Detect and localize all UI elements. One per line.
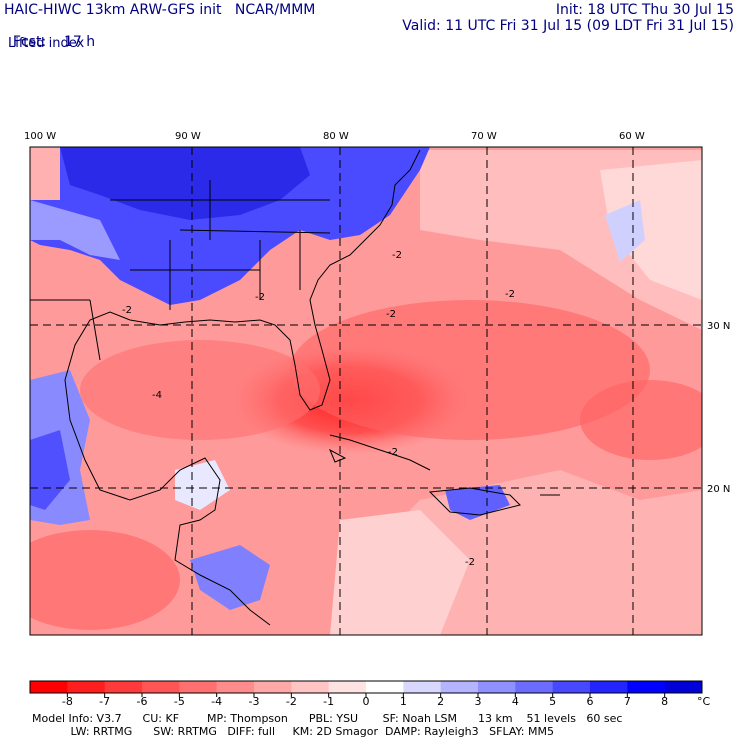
contour-label: -2: [122, 305, 132, 316]
map-frame: [29, 146, 703, 636]
model-info-line2: LW: RRTMG SW: RRTMG DIFF: full KM: 2D Sm…: [32, 725, 554, 738]
contour-label: -2: [388, 447, 398, 458]
colorbar-tick-label: -7: [99, 695, 110, 708]
colorbar-swatch: [403, 681, 442, 693]
contour-label: -2: [505, 289, 515, 300]
colorbar-unit: °C: [697, 695, 711, 708]
colorbar-tick-label: -3: [249, 695, 260, 708]
colorbar-tick-label: -4: [211, 695, 222, 708]
colorbar-tick-label: -6: [137, 695, 148, 708]
forecast-hour: 17 h: [63, 34, 96, 50]
lat-label-30n: 30 N: [707, 321, 730, 332]
forecast-label: Fcst: 17 h: [4, 18, 95, 50]
lat-lon-grid: [30, 147, 702, 635]
init-time: Init: 18 UTC Thu 30 Jul 15: [555, 2, 734, 18]
field-name: Lifted index: [8, 36, 85, 51]
colorbar-swatch: [627, 681, 666, 693]
colorbar-tick-label: 4: [512, 695, 519, 708]
colorbar-swatch: [478, 681, 516, 693]
contour-label: -2: [392, 250, 402, 261]
colorbar-swatch: [552, 681, 591, 693]
colorbar-tick-label: 8: [661, 695, 668, 708]
lat-label-20n: 20 N: [707, 484, 730, 495]
colorbar-swatch: [515, 681, 554, 693]
colorbar-tick-label: 6: [587, 695, 594, 708]
lon-label-100w: 100 W: [24, 131, 56, 142]
colorbar-swatch: [30, 681, 68, 693]
colorbar-tick-label: 3: [475, 695, 482, 708]
colorbar-tick-label: -1: [323, 695, 334, 708]
colorbar-tick-label: -8: [62, 695, 73, 708]
colorbar-tick-label: 5: [549, 695, 556, 708]
colorbar-swatch: [328, 681, 367, 693]
colorbar-swatch: [179, 681, 218, 693]
contour-label: -2: [386, 309, 396, 320]
map-field: [30, 147, 702, 635]
colorbar-swatch: [142, 681, 180, 693]
contour-label: -2: [255, 292, 265, 303]
model-info-line1: Model Info: V3.7 CU: KF MP: Thompson PBL…: [32, 712, 623, 725]
colorbar-tick-label: 7: [624, 695, 631, 708]
colorbar-swatch: [440, 681, 479, 693]
lon-label-70w: 70 W: [471, 131, 497, 142]
colorbar-swatch: [664, 681, 703, 693]
forecast-label-text: Fcst:: [12, 34, 47, 50]
colorbar-swatch: [104, 681, 143, 693]
model-title: HAIC-HIWC 13km ARW-GFS init NCAR/MMM: [4, 2, 316, 18]
valid-time: Valid: 11 UTC Fri 31 Jul 15 (09 LDT Fri …: [402, 18, 734, 34]
lon-label-90w: 90 W: [175, 131, 201, 142]
colorbar-tick-label: 1: [400, 695, 407, 708]
colorbar-swatch: [216, 681, 255, 693]
lon-label-80w: 80 W: [323, 131, 349, 142]
colorbar-tick-label: 2: [437, 695, 444, 708]
contour-label: -2: [465, 557, 475, 568]
colorbar-swatch: [590, 681, 628, 693]
colorbar-swatch: [254, 681, 292, 693]
lon-label-60w: 60 W: [619, 131, 645, 142]
colorbar-tick-label: 0: [363, 695, 370, 708]
colorbar-swatch: [67, 681, 106, 693]
contour-label: -4: [152, 390, 162, 401]
colorbar-tick-label: -2: [286, 695, 297, 708]
coastlines: [30, 149, 560, 626]
colorbar-swatch: [366, 681, 404, 693]
colorbar: -8 -7 -6 -5 -4 -3 -2 -1 0 1 2 3 4 5 6 7 8: [29, 680, 703, 708]
colorbar-tick-label: -5: [174, 695, 185, 708]
colorbar-swatch: [291, 681, 330, 693]
